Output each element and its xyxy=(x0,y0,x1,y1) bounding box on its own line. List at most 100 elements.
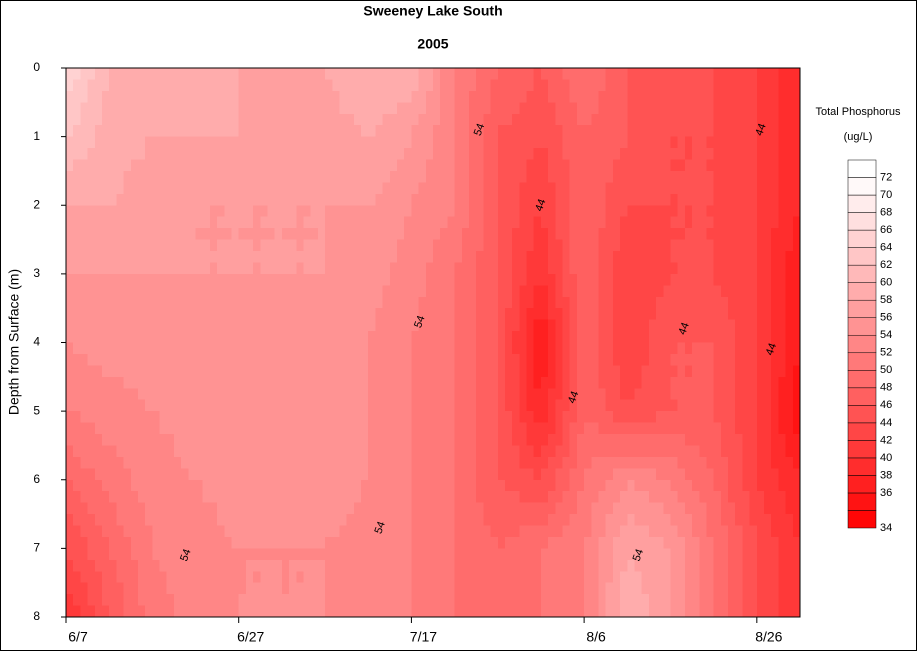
contour-cell xyxy=(483,514,492,527)
contour-cell xyxy=(713,102,722,115)
contour-cell xyxy=(80,365,89,378)
contour-cell xyxy=(253,251,261,264)
contour-cell xyxy=(296,491,305,504)
contour-cell xyxy=(627,296,636,309)
contour-cell xyxy=(317,90,326,103)
contour-cell xyxy=(684,559,693,572)
contour-cell xyxy=(332,159,341,172)
contour-cell xyxy=(447,502,456,515)
contour-cell xyxy=(109,456,117,469)
contour-cell xyxy=(188,502,197,515)
contour-cell xyxy=(468,182,477,195)
contour-cell xyxy=(217,479,225,492)
contour-cell xyxy=(339,113,348,126)
contour-cell xyxy=(771,468,780,481)
contour-cell xyxy=(677,411,686,424)
contour-cell xyxy=(411,445,420,458)
contour-cell xyxy=(756,548,765,561)
contour-cell xyxy=(73,216,81,229)
contour-cell xyxy=(361,479,369,492)
contour-cell xyxy=(425,296,434,309)
contour-cell xyxy=(411,228,420,241)
contour-cell xyxy=(202,319,211,332)
contour-cell xyxy=(389,422,398,435)
contour-cell xyxy=(332,399,341,412)
contour-cell xyxy=(483,365,492,378)
contour-cell xyxy=(238,159,247,172)
contour-cell xyxy=(231,125,240,138)
contour-cell xyxy=(792,319,801,332)
contour-cell xyxy=(476,125,484,138)
contour-cell xyxy=(375,456,384,469)
contour-cell xyxy=(677,422,686,435)
contour-cell xyxy=(555,525,564,538)
contour-cell xyxy=(116,285,125,298)
contour-cell xyxy=(785,331,794,344)
contour-cell xyxy=(656,594,664,607)
contour-cell xyxy=(548,182,556,195)
contour-cell xyxy=(497,468,506,481)
contour-cell xyxy=(684,296,693,309)
contour-cell xyxy=(706,353,715,366)
contour-cell xyxy=(447,456,456,469)
contour-cell xyxy=(663,559,672,572)
contour-cell xyxy=(231,479,240,492)
contour-cell xyxy=(145,159,153,172)
contour-cell xyxy=(289,571,297,584)
contour-cell xyxy=(771,582,780,595)
contour-cell xyxy=(145,296,153,309)
contour-cell xyxy=(202,514,211,527)
contour-cell xyxy=(490,239,499,252)
contour-cell xyxy=(202,273,211,286)
contour-cell xyxy=(353,159,362,172)
contour-cell xyxy=(512,548,520,561)
contour-cell xyxy=(533,502,542,515)
contour-cell xyxy=(764,514,772,527)
contour-cell xyxy=(598,342,607,355)
contour-cell xyxy=(217,331,225,344)
contour-cell xyxy=(562,491,571,504)
contour-cell xyxy=(641,376,650,389)
contour-cell xyxy=(699,102,708,115)
contour-cell xyxy=(123,125,132,138)
contour-cell xyxy=(166,456,175,469)
contour-cell xyxy=(152,422,161,435)
contour-cell xyxy=(353,422,362,435)
contour-cell xyxy=(130,582,139,595)
contour-cell xyxy=(425,102,434,115)
contour-cell xyxy=(87,319,96,332)
contour-cell xyxy=(512,136,520,149)
contour-cell xyxy=(519,353,528,366)
contour-cell xyxy=(389,90,398,103)
contour-cell xyxy=(677,536,686,549)
contour-cell xyxy=(440,228,448,241)
contour-cell xyxy=(468,594,477,607)
contour-cell xyxy=(411,159,420,172)
contour-cell xyxy=(116,525,125,538)
contour-cell xyxy=(152,411,161,424)
contour-cell xyxy=(706,331,715,344)
contour-cell xyxy=(253,216,261,229)
contour-cell xyxy=(101,594,110,607)
contour-cell xyxy=(454,273,463,286)
contour-cell xyxy=(555,285,564,298)
contour-cell xyxy=(123,296,132,309)
contour-cell xyxy=(418,262,427,275)
contour-cell xyxy=(440,159,448,172)
contour-cell xyxy=(389,434,398,447)
contour-cell xyxy=(742,159,751,172)
contour-cell xyxy=(224,296,233,309)
contour-cell xyxy=(353,182,362,195)
contour-cell xyxy=(339,239,348,252)
contour-cell xyxy=(94,148,103,161)
contour-cell xyxy=(468,308,477,321)
contour-cell xyxy=(742,376,751,389)
contour-cell xyxy=(281,308,290,321)
contour-cell xyxy=(368,388,377,401)
contour-cell xyxy=(116,308,125,321)
contour-cell xyxy=(339,285,348,298)
contour-cell xyxy=(454,388,463,401)
contour-cell xyxy=(87,205,96,218)
contour-cell xyxy=(634,594,643,607)
contour-cell xyxy=(296,525,305,538)
